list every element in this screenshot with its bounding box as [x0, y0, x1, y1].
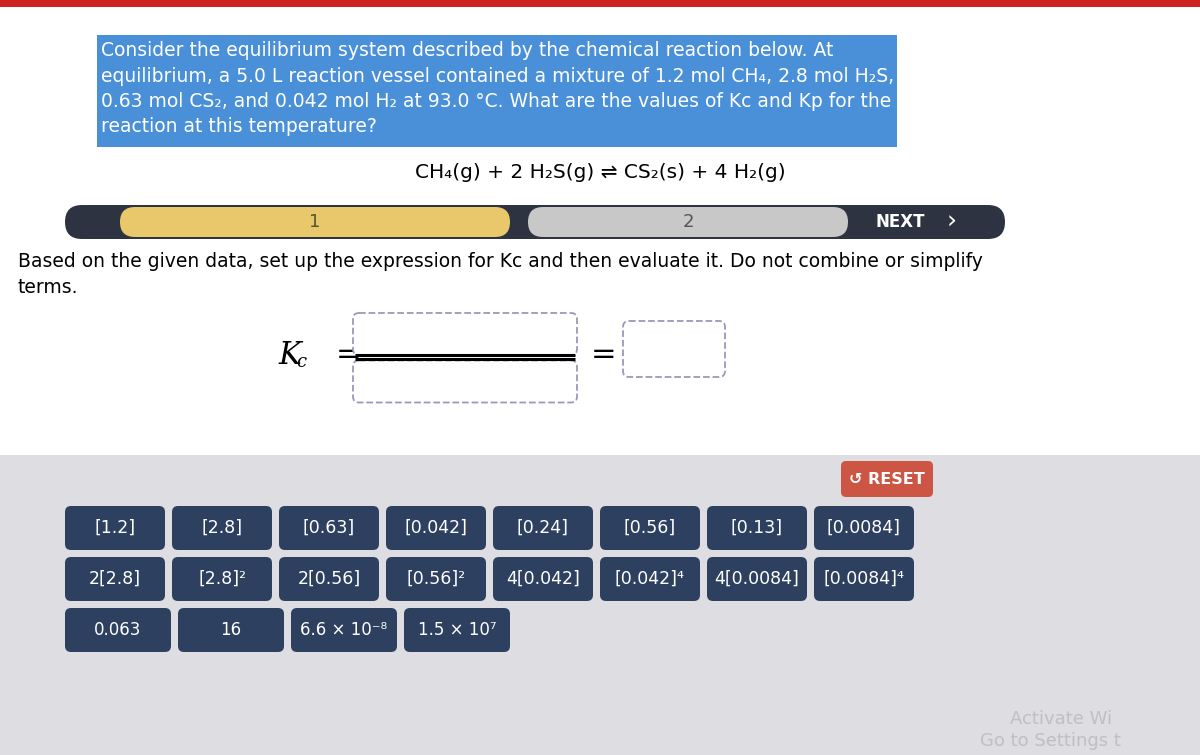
FancyBboxPatch shape [707, 506, 808, 550]
FancyBboxPatch shape [172, 506, 272, 550]
Text: reaction at this temperature?: reaction at this temperature? [101, 118, 377, 137]
Text: Consider the equilibrium system described by the chemical reaction below. At: Consider the equilibrium system describe… [101, 41, 833, 60]
Text: =: = [336, 341, 361, 369]
FancyBboxPatch shape [707, 557, 808, 601]
FancyBboxPatch shape [493, 506, 593, 550]
Text: ›: › [947, 210, 958, 234]
Text: equilibrium, a 5.0 L reaction vessel contained a mixture of 1.2 mol CH₄, 2.8 mol: equilibrium, a 5.0 L reaction vessel con… [101, 66, 894, 85]
Text: 4[0.042]: 4[0.042] [506, 570, 580, 588]
Text: Go to Settings t: Go to Settings t [980, 732, 1121, 750]
Text: [1.2]: [1.2] [95, 519, 136, 537]
FancyBboxPatch shape [528, 207, 848, 237]
FancyBboxPatch shape [65, 557, 166, 601]
Text: 2[2.8]: 2[2.8] [89, 570, 142, 588]
Text: [0.56]: [0.56] [624, 519, 676, 537]
FancyBboxPatch shape [600, 506, 700, 550]
Text: terms.: terms. [18, 278, 78, 297]
Text: [0.56]²: [0.56]² [407, 570, 466, 588]
Text: [0.042]⁴: [0.042]⁴ [616, 570, 685, 588]
FancyBboxPatch shape [278, 557, 379, 601]
Text: ↺ RESET: ↺ RESET [850, 472, 925, 486]
Text: [0.0084]: [0.0084] [827, 519, 901, 537]
FancyBboxPatch shape [97, 35, 898, 147]
FancyBboxPatch shape [65, 506, 166, 550]
FancyBboxPatch shape [814, 557, 914, 601]
Text: 6.6 × 10⁻⁸: 6.6 × 10⁻⁸ [300, 621, 388, 639]
FancyBboxPatch shape [0, 0, 1200, 7]
Text: 1: 1 [310, 213, 320, 231]
Text: Activate Wi: Activate Wi [1010, 710, 1112, 728]
FancyBboxPatch shape [353, 313, 577, 355]
FancyBboxPatch shape [600, 557, 700, 601]
Text: 2: 2 [683, 213, 694, 231]
Text: c: c [296, 353, 306, 371]
FancyBboxPatch shape [0, 455, 1200, 755]
Text: NEXT: NEXT [875, 213, 925, 231]
Text: Based on the given data, set up the expression for Kc and then evaluate it. Do n: Based on the given data, set up the expr… [18, 252, 983, 271]
Text: =: = [592, 341, 617, 369]
Text: 1.5 × 10⁷: 1.5 × 10⁷ [418, 621, 497, 639]
FancyBboxPatch shape [386, 506, 486, 550]
Text: [0.042]: [0.042] [404, 519, 468, 537]
FancyBboxPatch shape [65, 608, 172, 652]
FancyBboxPatch shape [493, 557, 593, 601]
Text: 0.63 mol CS₂, and 0.042 mol H₂ at 93.0 °C. What are the values of Kc and Kp for : 0.63 mol CS₂, and 0.042 mol H₂ at 93.0 °… [101, 92, 892, 111]
FancyBboxPatch shape [172, 557, 272, 601]
FancyBboxPatch shape [353, 360, 577, 402]
Text: 2[0.56]: 2[0.56] [298, 570, 361, 588]
FancyBboxPatch shape [404, 608, 510, 652]
FancyBboxPatch shape [278, 506, 379, 550]
Text: [0.13]: [0.13] [731, 519, 784, 537]
Text: K: K [278, 340, 301, 371]
FancyBboxPatch shape [178, 608, 284, 652]
Text: [0.24]: [0.24] [517, 519, 569, 537]
FancyBboxPatch shape [386, 557, 486, 601]
Text: [2.8]: [2.8] [202, 519, 242, 537]
FancyBboxPatch shape [841, 461, 934, 497]
FancyBboxPatch shape [120, 207, 510, 237]
FancyBboxPatch shape [814, 506, 914, 550]
Text: 0.063: 0.063 [95, 621, 142, 639]
FancyBboxPatch shape [65, 205, 1006, 239]
Text: [2.8]²: [2.8]² [198, 570, 246, 588]
Text: CH₄(g) + 2 H₂S(g) ⇌ CS₂(s) + 4 H₂(g): CH₄(g) + 2 H₂S(g) ⇌ CS₂(s) + 4 H₂(g) [415, 163, 785, 182]
FancyBboxPatch shape [623, 321, 725, 377]
Text: 16: 16 [221, 621, 241, 639]
Text: 4[0.0084]: 4[0.0084] [714, 570, 799, 588]
FancyBboxPatch shape [292, 608, 397, 652]
Text: [0.0084]⁴: [0.0084]⁴ [823, 570, 905, 588]
Text: [0.63]: [0.63] [302, 519, 355, 537]
